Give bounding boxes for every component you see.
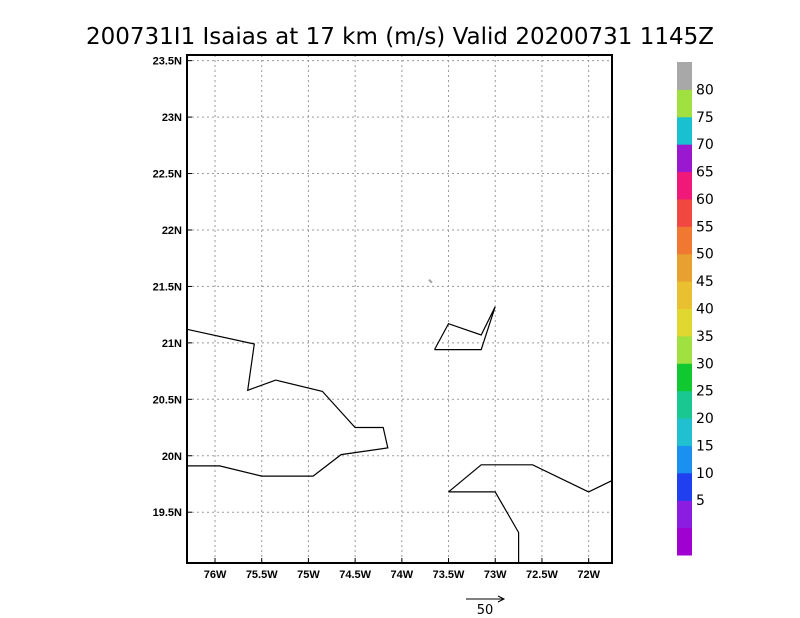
colorbar: 5 10 15 20 25 30 35 40 45 50 55 60 65 70 75 80 [677, 62, 714, 556]
latitude-tick-label: 19.5N [153, 507, 182, 519]
longitude-tick-label: 74.5W [339, 569, 371, 581]
latitude-tick-label: 20.5N [153, 394, 182, 406]
figure-title: 200731I1 Isaias at 17 km (m/s) Valid 202… [86, 24, 714, 50]
reference-vector: 50 [466, 595, 506, 618]
longitude-tick-label: 73.5W [433, 569, 465, 581]
colorbar-swatch [677, 390, 692, 419]
colorbar-swatch [677, 253, 692, 282]
colorbar-swatch [677, 363, 692, 392]
colorbar-swatch [677, 472, 692, 501]
colorbar-swatch [677, 418, 692, 446]
wind-vectors [428, 278, 433, 284]
reference-vector-label: 50 [477, 603, 494, 618]
colorbar-label: 10 [696, 466, 714, 482]
colorbar-label: 65 [696, 165, 714, 181]
coastline-hispaniola-nw-peninsula [448, 491, 520, 563]
latitude-tick-label: 21N [162, 338, 182, 350]
coastline-great-inagua [433, 306, 496, 351]
longitude-tick-label: 75W [297, 569, 320, 581]
colorbar-swatch [677, 445, 692, 474]
reference-arrow-head-icon [497, 595, 506, 603]
colorbar-swatch [677, 171, 692, 200]
colorbar-label: 25 [696, 384, 714, 400]
map-panel: 76W 75.5W 75W 74.5W 74W 73.5W 73W 72.5W 72W 19.5… [153, 54, 613, 581]
coastline-hispaniola-north [448, 464, 613, 493]
wind-vector [428, 278, 433, 284]
latitude-tick-label: 21.5N [153, 281, 182, 293]
colorbar-swatch [677, 89, 692, 118]
colorbar-swatch [677, 226, 692, 255]
longitude-tick-label: 76W [204, 569, 227, 581]
latitude-tick-labels: 19.5N 20N 20.5N 21N 21.5N 22N 22.5N 23N 23.5N [153, 56, 182, 520]
longitude-tick-label: 74W [391, 569, 414, 581]
latitude-tick-label: 20N [162, 451, 182, 463]
colorbar-swatch [677, 281, 692, 309]
longitude-tick-label: 75.5W [246, 569, 278, 581]
colorbar-swatch [677, 62, 692, 90]
colorbar-label: 75 [696, 110, 714, 126]
colorbar-swatch [677, 116, 692, 145]
colorbar-swatch [677, 527, 692, 556]
colorbar-label: 30 [696, 356, 714, 372]
colorbar-label: 15 [696, 438, 714, 454]
colorbar-label: 50 [696, 247, 714, 263]
coastlines [186, 306, 613, 563]
colorbar-swatch [677, 198, 692, 227]
colorbar-label: 60 [696, 192, 714, 208]
map-frame [186, 54, 613, 564]
colorbar-label: 35 [696, 329, 714, 345]
colorbar-swatch [677, 335, 692, 364]
latitude-tick-label: 23.5N [153, 56, 182, 68]
longitude-tick-label: 72.5W [526, 569, 558, 581]
latitude-tick-label: 23N [162, 112, 182, 124]
colorbar-swatch [677, 144, 692, 173]
latitude-tick-label: 22.5N [153, 169, 182, 181]
grid-lines [187, 55, 612, 563]
colorbar-swatch [677, 308, 692, 337]
colorbar-label: 20 [696, 411, 714, 427]
longitude-tick-label: 73W [484, 569, 507, 581]
colorbar-label: 45 [696, 274, 714, 290]
coastline-cuba-north [186, 328, 389, 477]
colorbar-swatch [677, 500, 692, 529]
colorbar-label: 40 [696, 302, 714, 318]
latitude-tick-label: 22N [162, 225, 182, 237]
longitude-tick-labels: 76W 75.5W 75W 74.5W 74W 73.5W 73W 72.5W 72W [204, 569, 601, 581]
colorbar-label: 80 [696, 82, 714, 98]
colorbar-label: 70 [696, 137, 714, 153]
colorbar-label: 55 [696, 219, 714, 235]
colorbar-label: 5 [696, 493, 705, 509]
longitude-tick-label: 72W [577, 569, 600, 581]
